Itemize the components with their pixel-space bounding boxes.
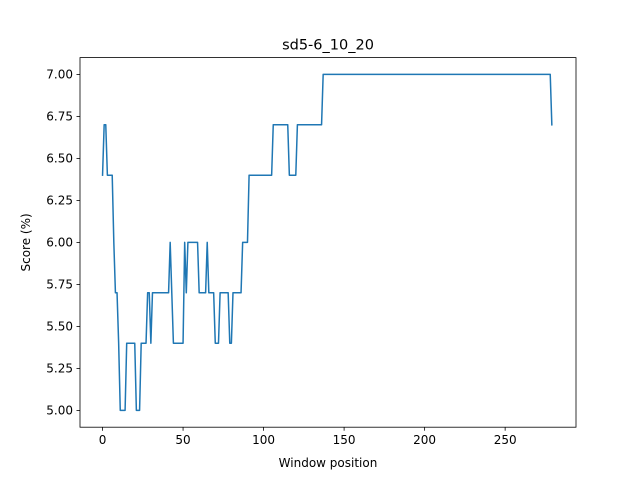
plot-area: 0 50 100 150 200 250 5.00 5.25 5.50 5.75 6.00 6.25 6…: [46, 57, 577, 447]
y-tick-label: 6.25: [46, 194, 73, 208]
y-tick-label: 5.25: [46, 362, 73, 376]
y-tick-label: 7.00: [46, 68, 73, 82]
x-tick-label: 200: [413, 433, 436, 447]
y-tick-label: 6.50: [46, 152, 73, 166]
y-tick-label: 5.50: [46, 320, 73, 334]
x-tick-label: 150: [333, 433, 356, 447]
x-axis-label: Window position: [279, 456, 378, 470]
x-tick-label: 100: [252, 433, 275, 447]
x-tick-label: 50: [175, 433, 190, 447]
x-tick-label: 250: [494, 433, 517, 447]
x-tick-label: 0: [99, 433, 107, 447]
y-axis-label: Score (%): [19, 213, 33, 271]
chart-title: sd5-6_10_20: [282, 38, 374, 54]
y-tick-label: 6.75: [46, 110, 73, 124]
y-tick-label: 5.75: [46, 278, 73, 292]
y-tick-label: 5.00: [46, 404, 73, 418]
series-line: [101, 73, 553, 412]
y-tick-label: 6.00: [46, 236, 73, 250]
